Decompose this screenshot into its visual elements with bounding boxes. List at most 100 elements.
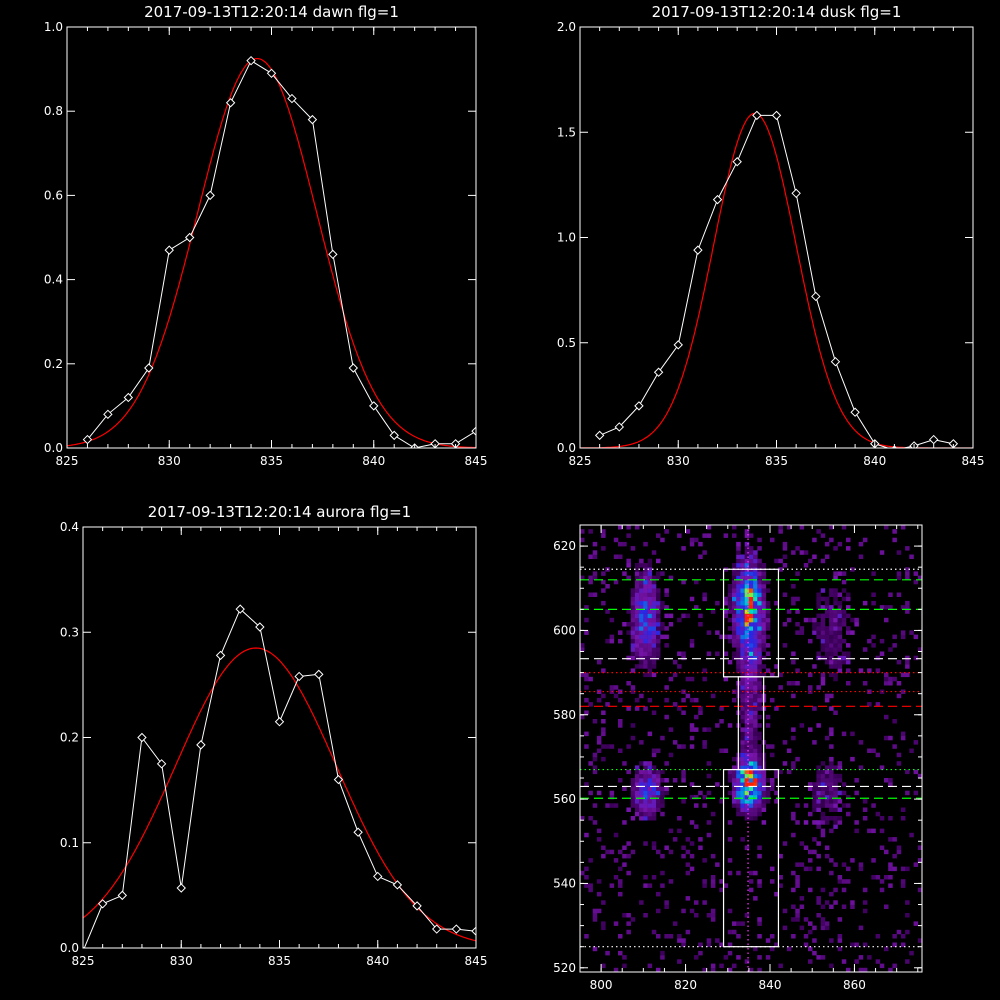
heatmap-cell xyxy=(808,811,813,817)
heatmap-cell xyxy=(736,790,741,796)
heatmap-cell xyxy=(892,529,897,534)
heatmap-cell xyxy=(892,963,897,969)
heatmap-cell xyxy=(833,710,838,715)
heatmap-cell xyxy=(892,634,897,640)
heatmap-cell xyxy=(660,803,665,808)
heatmap-cell xyxy=(618,689,623,694)
data-point-marker xyxy=(144,363,154,373)
heatmap-cell xyxy=(744,563,750,568)
heatmap-cell xyxy=(584,832,589,838)
heatmap-cell xyxy=(871,875,876,880)
heatmap-cell xyxy=(706,651,712,656)
heatmap-cell xyxy=(782,541,788,547)
data-point-marker xyxy=(103,409,113,420)
heatmap-cell xyxy=(892,942,897,947)
heatmap-cell xyxy=(664,934,669,939)
heatmap-cell xyxy=(664,685,669,690)
heatmap-cell xyxy=(757,571,762,576)
heatmap-cell xyxy=(706,773,712,779)
heatmap-cell xyxy=(795,622,800,627)
heatmap-cell xyxy=(647,634,653,640)
heatmap-cell xyxy=(715,630,720,635)
heatmap-cell xyxy=(715,600,720,606)
heatmap-cell xyxy=(596,891,602,897)
heatmap-cell xyxy=(829,592,834,597)
heatmap-cell xyxy=(748,799,754,804)
heatmap-cell xyxy=(681,613,686,619)
heatmap-cell xyxy=(829,904,834,909)
heatmap-cell xyxy=(761,605,767,610)
heatmap-cell xyxy=(846,651,851,656)
heatmap-cell xyxy=(634,651,640,656)
heatmap-cell xyxy=(744,592,750,597)
heatmap-cell xyxy=(782,546,788,551)
heatmap-cell xyxy=(761,794,767,800)
heatmap-cell xyxy=(744,761,750,766)
heatmap-cell xyxy=(900,605,906,610)
heatmap-cell xyxy=(601,668,606,673)
heatmap-cell xyxy=(647,613,653,619)
heatmap-cell xyxy=(791,904,796,909)
heatmap-cell xyxy=(824,651,830,656)
heatmap-cell xyxy=(601,963,606,969)
heatmap-cell xyxy=(816,622,821,627)
heatmap-cell xyxy=(791,681,796,686)
heatmap-cell xyxy=(647,782,653,787)
heatmap-cell xyxy=(744,786,750,791)
heatmap-cell xyxy=(808,685,813,690)
heatmap-cell xyxy=(808,782,813,787)
heatmap-cell xyxy=(829,609,834,614)
heatmap-cell xyxy=(647,731,653,737)
heatmap-cell xyxy=(858,740,864,745)
heatmap-cell xyxy=(753,946,758,952)
heatmap-cell xyxy=(888,875,893,880)
heatmap-cell xyxy=(740,613,745,619)
heatmap-cell xyxy=(837,647,843,652)
heatmap-cell xyxy=(630,617,636,623)
heatmap-cell xyxy=(748,807,754,812)
heatmap-cell xyxy=(639,900,644,905)
heatmap-cell xyxy=(744,778,750,783)
heatmap-cell xyxy=(824,613,830,619)
heatmap-cell xyxy=(816,853,821,859)
heatmap-cell xyxy=(896,761,902,766)
heatmap-cell xyxy=(630,803,636,808)
heatmap-cell xyxy=(816,600,821,606)
heatmap-cell xyxy=(647,558,653,564)
heatmap-cell xyxy=(656,934,661,939)
heatmap-cell xyxy=(626,853,631,859)
fit-curve xyxy=(83,647,476,942)
heatmap-cell xyxy=(748,605,754,610)
heatmap-cell xyxy=(736,554,741,559)
heatmap-cell xyxy=(892,866,897,872)
heatmap-cell xyxy=(689,908,695,914)
y-tick-label: 0.2 xyxy=(44,357,63,371)
heatmap-cell xyxy=(867,702,872,707)
heatmap-cell xyxy=(677,706,682,711)
heatmap-cell xyxy=(753,651,758,656)
heatmap-cell xyxy=(757,579,762,585)
heatmap-cell xyxy=(791,934,796,939)
heatmap-cell xyxy=(656,600,661,606)
heatmap-cell xyxy=(770,786,775,791)
heatmap-cell xyxy=(871,643,876,648)
heatmap-cell xyxy=(727,723,733,728)
heatmap-cell xyxy=(698,942,703,947)
heatmap-cell xyxy=(656,803,661,808)
heatmap-cell xyxy=(630,638,636,644)
heatmap-cell xyxy=(833,546,838,551)
heatmap-cell xyxy=(732,525,737,530)
heatmap-cell xyxy=(656,605,661,610)
heatmap-cell xyxy=(829,769,834,775)
heatmap-cell xyxy=(829,655,834,661)
heatmap-cell xyxy=(871,858,876,863)
heatmap-cell xyxy=(740,719,745,724)
heatmap-cell xyxy=(774,558,779,564)
heatmap-cell xyxy=(618,719,623,724)
heatmap-cell xyxy=(753,626,758,631)
heatmap-cell xyxy=(740,655,745,661)
heatmap-cell xyxy=(651,786,657,791)
heatmap-cell xyxy=(622,862,627,867)
heatmap-cell xyxy=(765,588,771,593)
heatmap-cell xyxy=(808,786,813,791)
